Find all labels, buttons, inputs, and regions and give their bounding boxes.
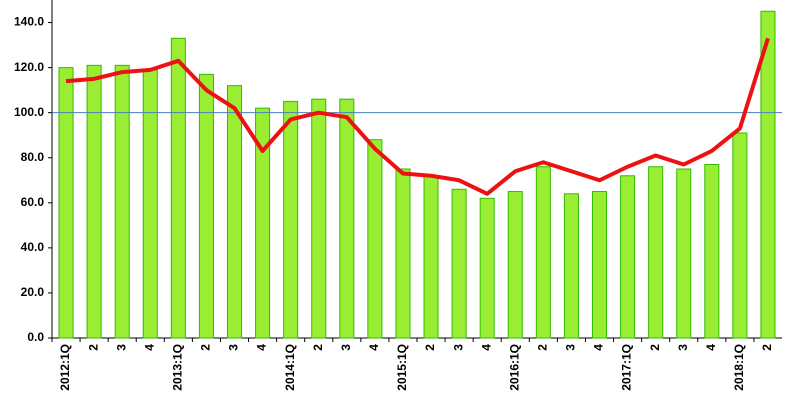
bar xyxy=(170,37,186,339)
bar xyxy=(479,197,495,339)
y-tick-label: 120.0 xyxy=(14,60,44,74)
bar xyxy=(648,166,664,339)
bar xyxy=(142,69,158,339)
x-tick-label: 4 xyxy=(592,344,606,351)
bar xyxy=(283,100,299,339)
bar xyxy=(114,64,130,339)
bar xyxy=(367,139,383,339)
x-tick-label: 2 xyxy=(536,344,550,351)
x-tick-label: 2014:1Q xyxy=(283,344,297,391)
bar xyxy=(226,85,243,339)
x-tick-label: 2 xyxy=(199,344,213,351)
x-tick-label: 2 xyxy=(648,344,662,351)
bar xyxy=(198,73,214,339)
x-tick-label: 2012:1Q xyxy=(58,344,72,391)
y-tick-label: 60.0 xyxy=(21,195,45,209)
bar xyxy=(507,191,523,339)
bar xyxy=(620,175,636,339)
bar xyxy=(339,98,355,339)
bar xyxy=(732,132,748,339)
x-tick-label: 4 xyxy=(142,344,156,351)
bar xyxy=(311,98,327,339)
x-tick-label: 2017:1Q xyxy=(620,344,634,391)
x-tick-label: 2 xyxy=(423,344,437,351)
y-tick-label: 140.0 xyxy=(14,15,44,29)
bar xyxy=(451,188,467,339)
x-tick-label: 2016:1Q xyxy=(507,344,521,391)
x-tick-label: 3 xyxy=(676,344,690,351)
x-tick-label: 4 xyxy=(704,344,718,351)
bar xyxy=(395,168,411,339)
bar xyxy=(535,166,551,339)
x-tick-label: 3 xyxy=(339,344,353,351)
line xyxy=(65,37,770,196)
y-tick-label: 100.0 xyxy=(14,105,44,119)
bar xyxy=(760,10,776,339)
x-tick-label: 2 xyxy=(86,344,100,351)
y-tick-label: 0.0 xyxy=(27,330,44,344)
x-tick-label: 3 xyxy=(227,344,241,351)
x-tick-label: 2018:1Q xyxy=(732,344,746,391)
x-tick-label: 2 xyxy=(760,344,774,351)
x-tick-label: 3 xyxy=(114,344,128,351)
bar xyxy=(591,191,608,339)
x-tick-label: 2015:1Q xyxy=(395,344,409,391)
x-tick-label: 4 xyxy=(255,344,269,351)
bar xyxy=(704,163,720,339)
bar xyxy=(58,67,74,339)
x-tick-label: 3 xyxy=(564,344,578,351)
bar xyxy=(423,175,439,339)
bar xyxy=(676,168,692,339)
bar xyxy=(255,107,271,339)
y-tick-label: 20.0 xyxy=(21,285,45,299)
y-tick-label: 40.0 xyxy=(21,240,45,254)
bar xyxy=(86,64,102,339)
y-tick-label: 80.0 xyxy=(21,150,45,164)
bar xyxy=(563,193,579,339)
x-tick-label: 2 xyxy=(311,344,325,351)
x-tick-label: 4 xyxy=(479,344,493,351)
x-tick-label: 4 xyxy=(367,344,381,351)
x-tick-label: 2013:1Q xyxy=(171,344,185,391)
x-tick-label: 3 xyxy=(451,344,465,351)
